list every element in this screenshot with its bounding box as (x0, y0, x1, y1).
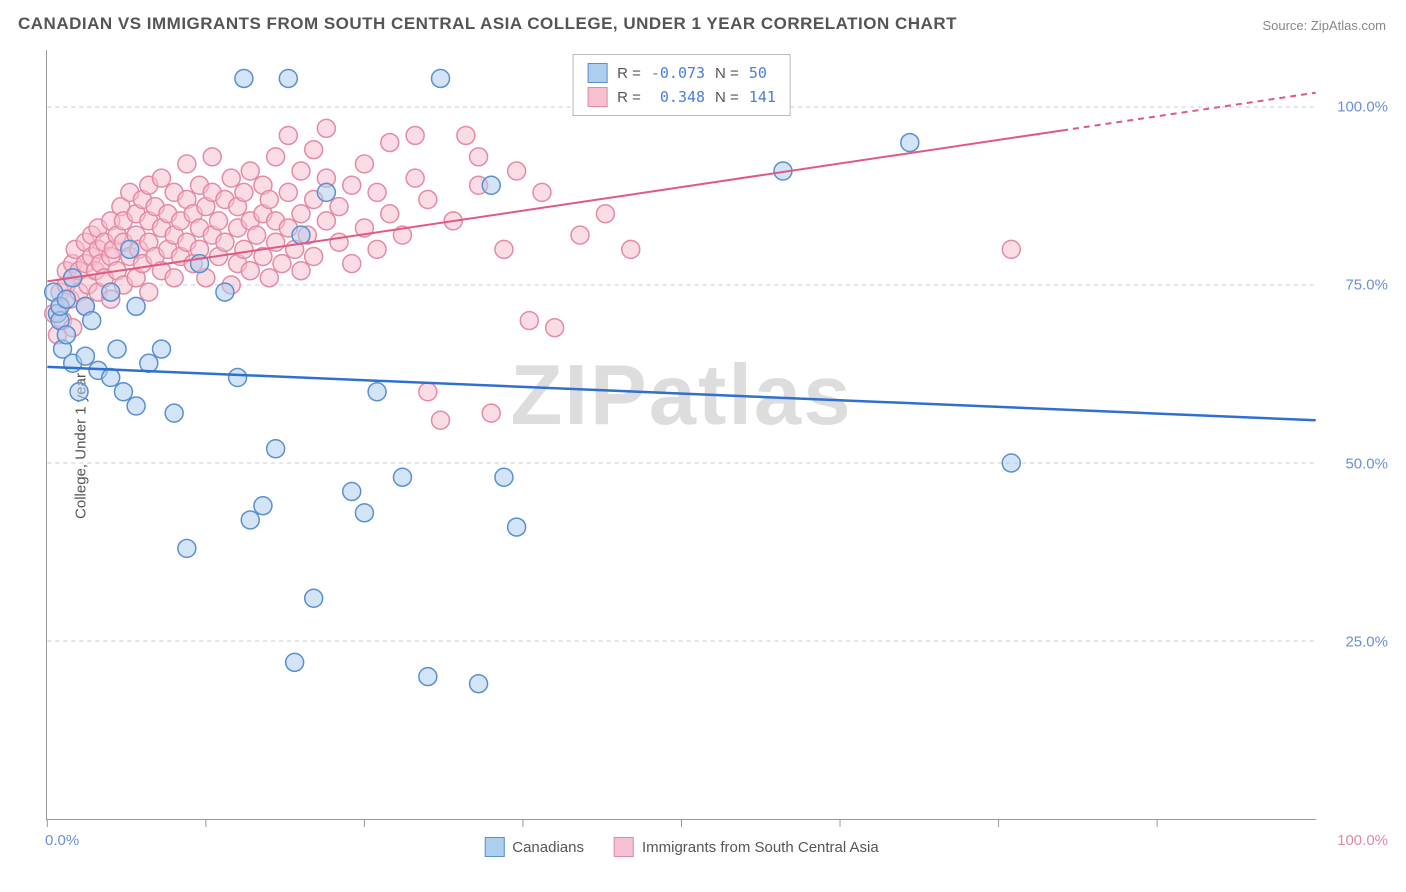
r-value-immigrants: 0.348 (651, 88, 705, 106)
chart-title: CANADIAN VS IMMIGRANTS FROM SOUTH CENTRA… (18, 14, 957, 34)
legend-label-immigrants: Immigrants from South Central Asia (642, 839, 879, 856)
legend-top: R = -0.073 N = 50 R = 0.348 N = 141 (572, 54, 791, 116)
legend-item-immigrants: Immigrants from South Central Asia (614, 837, 879, 857)
n-value-immigrants: 141 (749, 88, 776, 106)
legend-row-immigrants: R = 0.348 N = 141 (587, 85, 776, 109)
y-tick-label: 75.0% (1345, 277, 1388, 294)
plot-area: ZIPatlas 25.0% 50.0% 75.0% 100.0% 0.0% 1… (46, 50, 1316, 820)
legend-row-canadians: R = -0.073 N = 50 (587, 61, 776, 85)
r-label: R = (617, 65, 641, 82)
n-label: N = (715, 65, 739, 82)
legend-bottom: Canadians Immigrants from South Central … (484, 837, 878, 857)
r-label: R = (617, 89, 641, 106)
chart-container: CANADIAN VS IMMIGRANTS FROM SOUTH CENTRA… (0, 0, 1406, 892)
n-value-canadians: 50 (749, 64, 767, 82)
swatch-pink-icon (614, 837, 634, 857)
x-tick-label-right: 100.0% (1337, 832, 1388, 849)
swatch-blue-icon (587, 63, 607, 83)
legend-label-canadians: Canadians (512, 839, 584, 856)
swatch-pink-icon (587, 87, 607, 107)
y-tick-label: 25.0% (1345, 633, 1388, 650)
legend-item-canadians: Canadians (484, 837, 584, 857)
source-label: Source: ZipAtlas.com (1262, 18, 1386, 33)
y-tick-label: 100.0% (1337, 99, 1388, 116)
n-label: N = (715, 89, 739, 106)
swatch-blue-icon (484, 837, 504, 857)
r-value-canadians: -0.073 (651, 64, 705, 82)
chart-svg (47, 50, 1316, 819)
x-tick-label-left: 0.0% (45, 832, 79, 849)
y-tick-label: 50.0% (1345, 455, 1388, 472)
